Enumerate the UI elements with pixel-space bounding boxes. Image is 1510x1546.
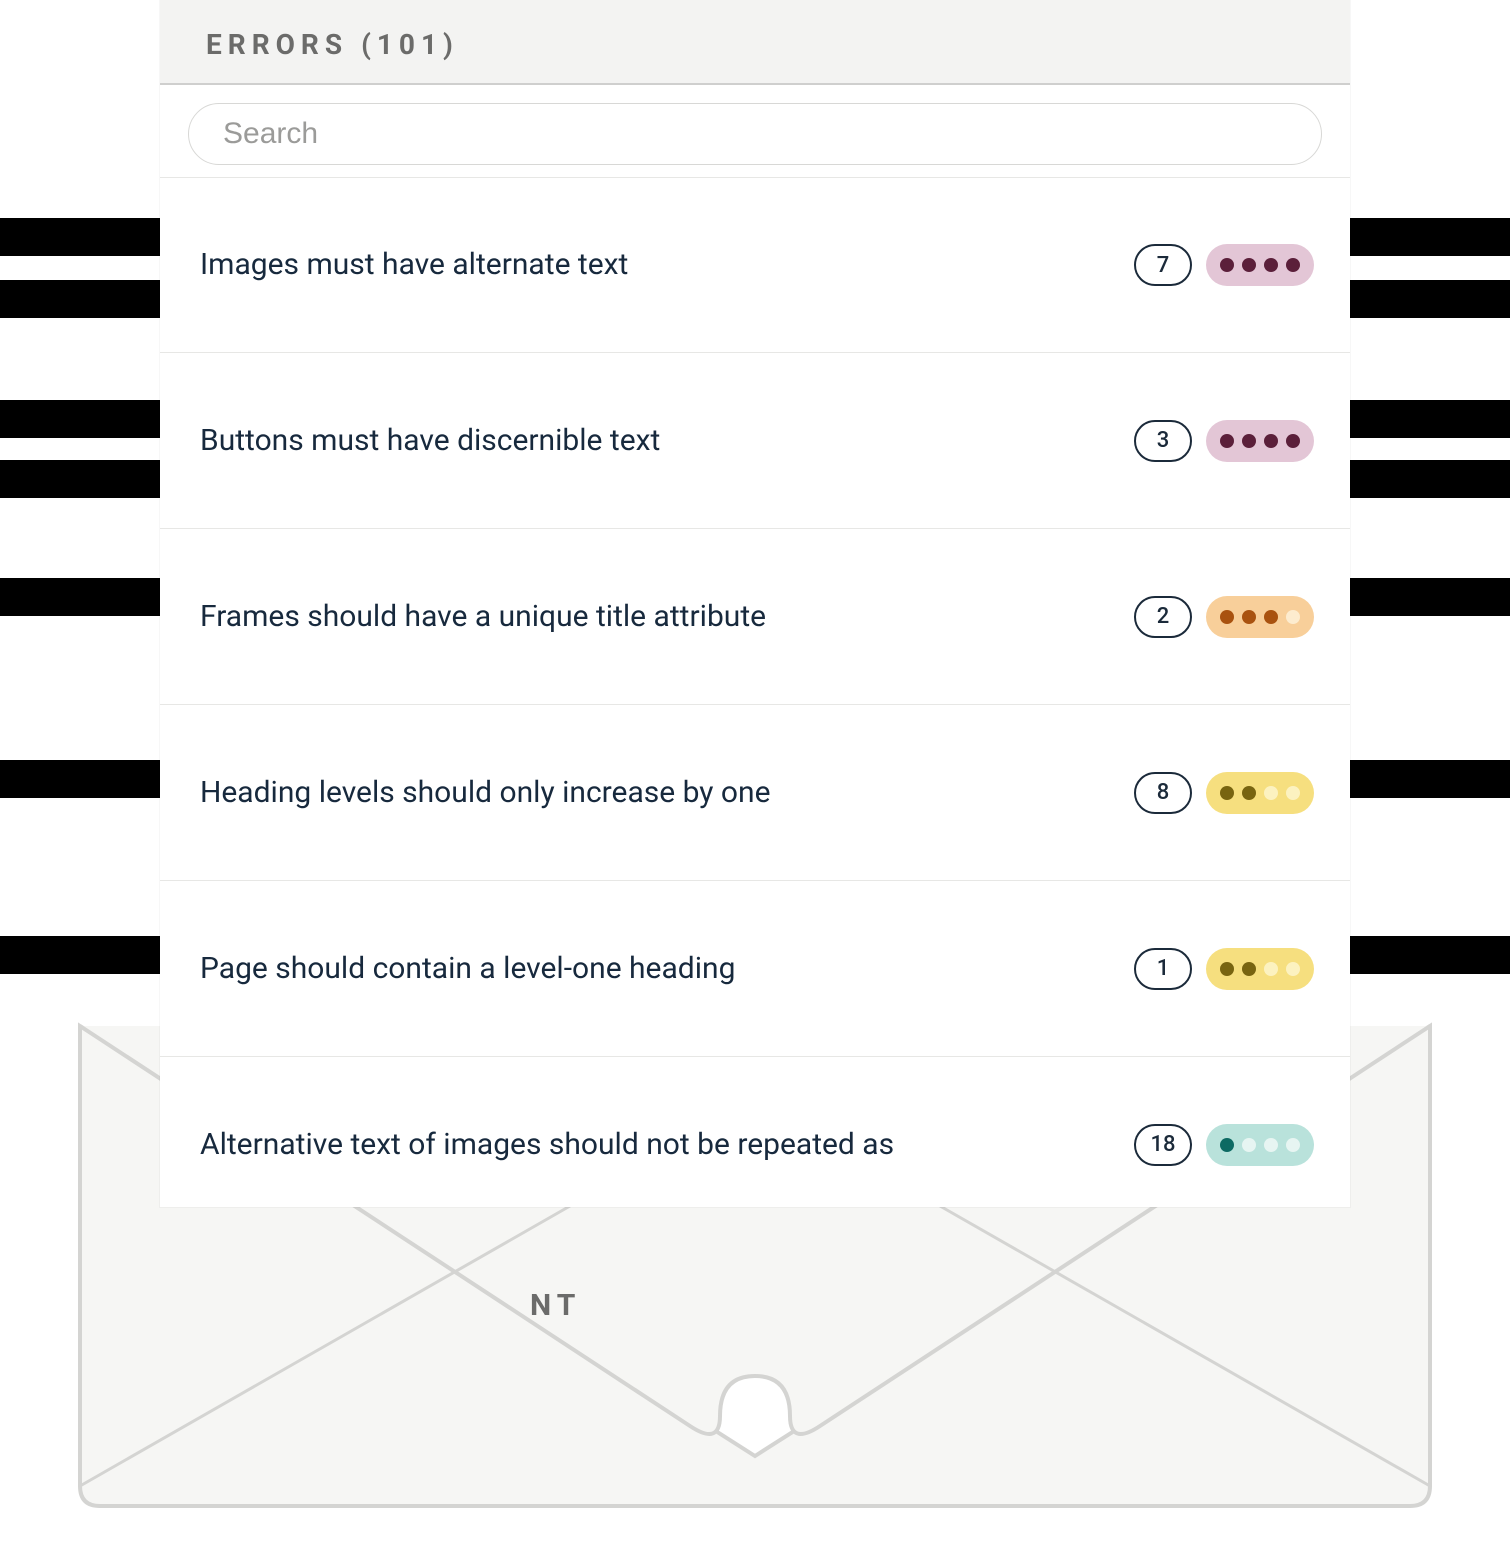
errors-panel: ERRORS (101) Images must have alternate … — [160, 0, 1350, 1207]
severity-dot-icon — [1242, 434, 1256, 448]
issue-row[interactable]: Heading levels should only increase by o… — [160, 705, 1350, 881]
issue-count-badge: 3 — [1134, 420, 1192, 462]
issue-meta: 3 — [1134, 420, 1314, 462]
severity-dot-icon — [1264, 610, 1278, 624]
issue-row[interactable]: Images must have alternate text 7 — [160, 177, 1350, 353]
issue-title: Alternative text of images should not be… — [200, 1126, 894, 1164]
issue-title: Page should contain a level-one heading — [200, 950, 735, 988]
severity-dot-icon — [1242, 786, 1256, 800]
severity-dot-icon — [1242, 1138, 1256, 1152]
panel-title: ERRORS (101) — [206, 28, 1310, 61]
issue-title: Images must have alternate text — [200, 246, 628, 284]
severity-indicator — [1206, 420, 1314, 462]
severity-dot-icon — [1264, 962, 1278, 976]
severity-dot-icon — [1220, 258, 1234, 272]
severity-dot-icon — [1286, 610, 1300, 624]
severity-dot-icon — [1220, 786, 1234, 800]
severity-dot-icon — [1220, 434, 1234, 448]
issue-list: Images must have alternate text 7 Buttons … — [160, 177, 1350, 1207]
issue-title: Frames should have a unique title attrib… — [200, 598, 766, 636]
issue-count-badge: 2 — [1134, 596, 1192, 638]
severity-dot-icon — [1264, 786, 1278, 800]
severity-indicator — [1206, 772, 1314, 814]
severity-dot-icon — [1264, 258, 1278, 272]
severity-dot-icon — [1286, 1138, 1300, 1152]
issue-count-badge: 1 — [1134, 948, 1192, 990]
severity-dot-icon — [1242, 610, 1256, 624]
severity-dot-icon — [1264, 1138, 1278, 1152]
issue-meta: 1 — [1134, 948, 1314, 990]
severity-indicator — [1206, 596, 1314, 638]
severity-indicator — [1206, 948, 1314, 990]
issue-count-badge: 7 — [1134, 244, 1192, 286]
severity-dot-icon — [1286, 962, 1300, 976]
severity-dot-icon — [1286, 258, 1300, 272]
severity-indicator — [1206, 1124, 1314, 1166]
issue-count-badge: 8 — [1134, 772, 1192, 814]
severity-dot-icon — [1264, 434, 1278, 448]
severity-dot-icon — [1286, 786, 1300, 800]
issue-row[interactable]: Frames should have a unique title attrib… — [160, 529, 1350, 705]
issue-title: Heading levels should only increase by o… — [200, 774, 771, 812]
search-container — [160, 85, 1350, 177]
search-input[interactable] — [188, 103, 1322, 165]
issue-row[interactable]: Buttons must have discernible text 3 — [160, 353, 1350, 529]
issue-meta: 2 — [1134, 596, 1314, 638]
severity-dot-icon — [1220, 962, 1234, 976]
issue-meta: 7 — [1134, 244, 1314, 286]
panel-header: ERRORS (101) — [160, 0, 1350, 85]
severity-dot-icon — [1220, 1138, 1234, 1152]
issue-count-badge: 18 — [1134, 1124, 1192, 1166]
issue-meta: 18 — [1134, 1124, 1314, 1166]
severity-dot-icon — [1242, 258, 1256, 272]
issue-title: Buttons must have discernible text — [200, 422, 660, 460]
issue-row[interactable]: Alternative text of images should not be… — [160, 1057, 1350, 1207]
severity-dot-icon — [1242, 962, 1256, 976]
issue-meta: 8 — [1134, 772, 1314, 814]
severity-indicator — [1206, 244, 1314, 286]
partial-text-fragment: NT — [530, 1288, 581, 1323]
severity-dot-icon — [1220, 610, 1234, 624]
severity-dot-icon — [1286, 434, 1300, 448]
issue-row[interactable]: Page should contain a level-one heading 1 — [160, 881, 1350, 1057]
